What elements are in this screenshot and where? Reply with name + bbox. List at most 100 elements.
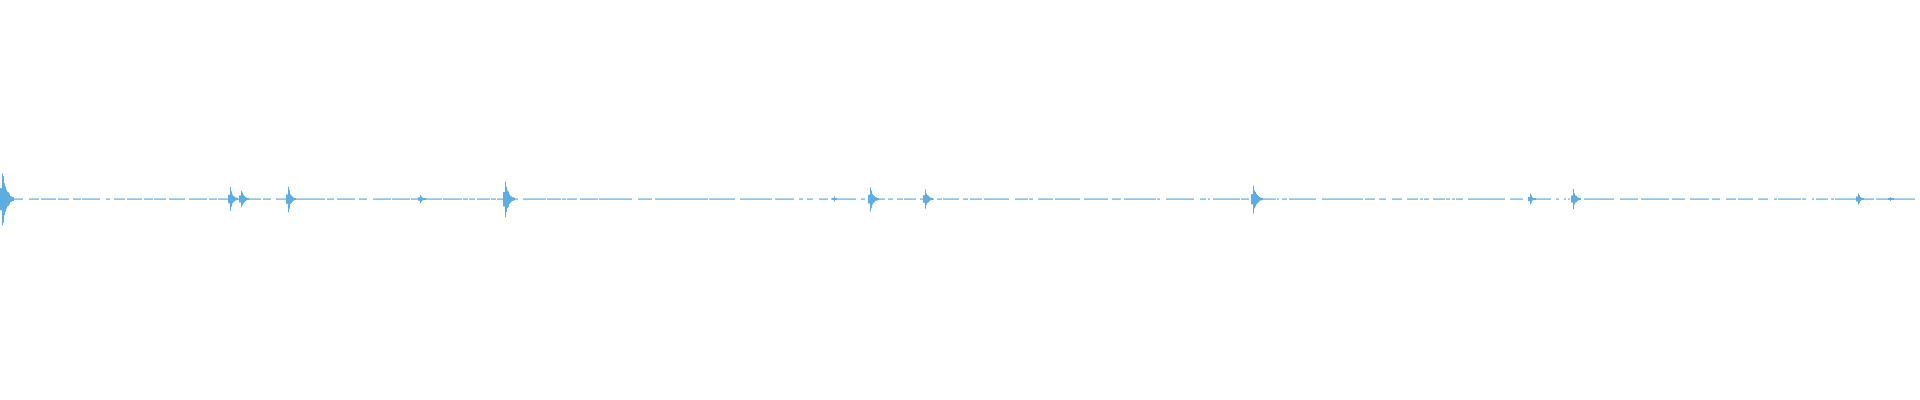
waveform-segment <box>1802 198 1806 200</box>
waveform-segment <box>1584 198 1592 200</box>
waveform-segment <box>984 198 994 200</box>
waveform-segment <box>1641 198 1655 200</box>
waveform-segment <box>276 198 290 200</box>
waveform-segment <box>638 198 652 200</box>
waveform-segment <box>1835 198 1844 200</box>
waveform-burst <box>1571 189 1581 209</box>
waveform-segment <box>904 198 916 200</box>
waveform-segment <box>1490 198 1497 200</box>
waveform-segment <box>497 198 505 200</box>
waveform-segment <box>458 198 462 200</box>
waveform-segment <box>82 198 97 200</box>
waveform-segment <box>1277 198 1279 200</box>
waveform-burst <box>923 189 933 209</box>
waveform-segment <box>1778 198 1790 200</box>
waveform-segment <box>680 198 695 200</box>
waveform-segment <box>1124 198 1137 200</box>
waveform-segment <box>1568 198 1570 200</box>
waveform-segment <box>613 198 621 200</box>
waveform-segment <box>1265 198 1276 200</box>
waveform-segment <box>840 198 846 200</box>
waveform-segment <box>547 198 561 200</box>
waveform-segment <box>666 198 680 200</box>
waveform-segment <box>752 198 760 200</box>
waveform-segment <box>1208 198 1210 200</box>
waveform-segment <box>1876 198 1885 200</box>
waveform-segment <box>58 198 69 200</box>
waveform-segment <box>846 198 856 200</box>
waveform-segment <box>1322 198 1337 200</box>
waveform-segment <box>463 198 468 200</box>
waveform-segment <box>1476 198 1490 200</box>
waveform-segment <box>655 198 666 200</box>
waveform-segment <box>1157 198 1160 200</box>
waveform-segment <box>327 198 334 200</box>
waveform-segment <box>1407 198 1418 200</box>
waveform-bursts <box>0 173 1894 226</box>
waveform-segment <box>1055 198 1059 200</box>
waveform-segment <box>1715 198 1720 200</box>
waveform-segment <box>1844 198 1855 200</box>
waveform-segment <box>29 198 39 200</box>
waveform-burst <box>1251 185 1263 214</box>
waveform-segment <box>1137 198 1146 200</box>
waveform-segment <box>1038 198 1048 200</box>
waveform-segment <box>1633 198 1638 200</box>
waveform-segment <box>381 198 391 200</box>
waveform-segment <box>1337 198 1349 200</box>
waveform-segment <box>1297 198 1312 200</box>
waveform-segment <box>599 198 613 200</box>
waveform-segment <box>1816 198 1825 200</box>
waveform-segment <box>783 198 794 200</box>
waveform-segment <box>1540 198 1551 200</box>
waveform-segment <box>114 198 125 200</box>
waveform-segment <box>1379 198 1386 200</box>
waveform-segment <box>1200 198 1206 200</box>
waveform-segment <box>218 198 225 200</box>
waveform-segment <box>169 198 172 200</box>
waveform-segment <box>1166 198 1178 200</box>
waveform-segment <box>740 198 752 200</box>
waveform-segment <box>433 198 438 200</box>
waveform-burst <box>1528 193 1536 205</box>
waveform-segment <box>154 198 166 200</box>
waveform-segment <box>963 198 968 200</box>
waveform-burst <box>418 194 426 204</box>
waveform-segment <box>14 198 23 200</box>
waveform-segment <box>1515 198 1523 200</box>
waveform-burst <box>1888 197 1894 201</box>
waveform-segment <box>1048 198 1053 200</box>
waveform-segment <box>562 198 566 200</box>
waveform-segment <box>1112 198 1121 200</box>
waveform-segment <box>1564 198 1566 200</box>
waveform-segment <box>438 198 442 200</box>
waveform-burst <box>868 187 879 212</box>
waveform-segment <box>888 198 893 200</box>
waveform-segment <box>53 198 56 200</box>
waveform-segment <box>523 198 529 200</box>
waveform-segment <box>1084 198 1087 200</box>
waveform-segment <box>477 198 490 200</box>
waveform-segment <box>994 198 1009 200</box>
waveform-segment <box>1592 198 1594 200</box>
waveform-segment <box>1738 198 1753 200</box>
waveform-segment <box>709 198 724 200</box>
waveform-segment <box>1424 198 1429 200</box>
waveform-segment <box>1349 198 1363 200</box>
waveform-segment <box>1059 198 1069 200</box>
waveform-segment <box>97 198 100 200</box>
waveform-segment <box>106 198 110 200</box>
waveform-segment <box>411 198 422 200</box>
waveform-segment <box>760 198 772 200</box>
waveform-segment <box>946 198 959 200</box>
waveform-segment <box>1365 198 1375 200</box>
waveform-segment <box>353 198 355 200</box>
waveform-segment <box>1774 198 1777 200</box>
waveform-segment <box>724 198 735 200</box>
waveform-segment <box>1831 198 1834 200</box>
waveform-burst <box>1856 193 1864 205</box>
waveform-segment <box>1672 198 1685 200</box>
waveform-segment <box>861 198 865 200</box>
waveform-segment <box>348 198 353 200</box>
